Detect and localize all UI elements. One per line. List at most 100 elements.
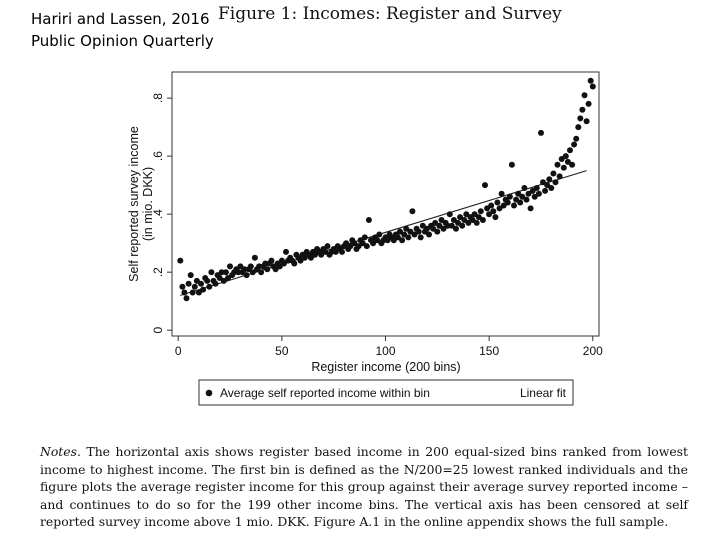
x-tick-label: 150 — [479, 344, 499, 358]
data-point — [552, 179, 559, 186]
data-point — [417, 234, 424, 241]
y-axis-ticks: 0 .2 .4 .6 .8 — [151, 93, 172, 334]
scatter-chart: 0 50 100 150 200 0 .2 .4 .6 .8 Register income (… — [127, 71, 603, 406]
data-point — [550, 170, 557, 177]
data-point — [291, 260, 298, 267]
data-point — [227, 263, 233, 270]
data-point — [343, 240, 350, 247]
data-point — [482, 182, 488, 189]
data-point — [575, 124, 582, 131]
data-point — [521, 185, 528, 191]
y-axis-label-line2: (in mio. DKK) — [141, 167, 155, 241]
data-point — [527, 205, 534, 212]
figure-title: Figure 1: Incomes: Register and Survey — [218, 4, 562, 24]
source-journal: Public Opinion Quarterly — [31, 32, 214, 50]
data-point — [471, 211, 478, 218]
data-point — [212, 280, 219, 287]
data-point — [477, 208, 484, 215]
data-point — [185, 280, 192, 287]
data-point — [567, 147, 573, 154]
data-point — [581, 92, 588, 99]
data-point — [517, 199, 524, 206]
data-point — [200, 286, 207, 293]
data-point — [498, 190, 505, 197]
data-point — [339, 248, 345, 255]
data-point — [494, 199, 501, 206]
data-point — [504, 199, 511, 206]
data-point — [411, 231, 418, 238]
data-point — [268, 257, 275, 264]
data-point — [548, 185, 555, 191]
data-point — [440, 225, 447, 232]
data-point — [222, 269, 229, 276]
data-point — [486, 211, 493, 218]
legend-series-label: Average self reported income within bin — [220, 386, 430, 400]
source-citation: Hariri and Lassen, 2016 Public Opinion Q… — [31, 8, 214, 52]
data-point — [511, 202, 517, 209]
data-point — [444, 222, 451, 229]
data-point — [554, 161, 561, 168]
data-point — [455, 219, 461, 226]
source-authors: Hariri and Lassen, 2016 — [31, 10, 210, 28]
data-point — [280, 260, 287, 267]
data-point — [542, 187, 549, 194]
y-tick-label: .4 — [151, 209, 165, 219]
data-point — [538, 129, 544, 136]
data-point — [562, 153, 569, 160]
data-point — [496, 205, 503, 212]
data-point — [463, 211, 470, 218]
data-point — [419, 222, 426, 229]
data-point — [409, 208, 416, 215]
data-point — [448, 222, 455, 229]
data-point — [540, 179, 546, 186]
data-point — [247, 263, 254, 270]
y-tick-label: 0 — [151, 327, 165, 334]
data-point — [556, 173, 563, 180]
data-point — [508, 161, 515, 168]
data-point — [189, 289, 196, 296]
data-point — [374, 237, 381, 244]
data-point — [434, 228, 441, 235]
x-tick-label: 50 — [275, 344, 289, 358]
data-point — [465, 219, 472, 226]
data-point — [394, 234, 401, 241]
data-point — [459, 222, 466, 229]
data-point — [241, 266, 248, 273]
data-point — [446, 211, 453, 218]
data-point — [399, 237, 406, 244]
data-point — [525, 190, 532, 197]
data-point — [206, 283, 213, 290]
data-point — [218, 269, 225, 276]
data-point — [569, 161, 576, 168]
data-point — [535, 190, 542, 197]
notes-lead: Notes. — [40, 444, 81, 459]
y-tick-label: .6 — [151, 151, 165, 161]
data-point — [243, 272, 250, 279]
data-point — [220, 277, 227, 284]
data-point — [179, 283, 186, 290]
data-point — [318, 251, 325, 258]
data-point — [587, 77, 594, 84]
data-point — [415, 228, 422, 235]
data-point — [191, 283, 198, 290]
data-point — [453, 225, 459, 232]
data-point — [264, 266, 271, 273]
data-point — [361, 234, 368, 241]
data-point — [533, 185, 540, 191]
data-point — [181, 289, 188, 296]
data-point — [365, 217, 372, 223]
data-point — [560, 164, 567, 171]
notes-text: The horizontal axis shows register based… — [40, 444, 688, 529]
data-point — [479, 217, 486, 223]
data-point — [283, 248, 289, 255]
data-point — [579, 106, 586, 113]
data-point — [235, 269, 242, 276]
y-axis-label-line1: Self reported survey income — [127, 126, 141, 282]
data-point — [523, 196, 530, 203]
data-point — [403, 225, 410, 232]
plot-frame — [171, 71, 600, 337]
data-point — [490, 208, 497, 215]
data-point — [198, 280, 204, 287]
data-point — [183, 295, 190, 302]
data-point — [573, 135, 580, 142]
